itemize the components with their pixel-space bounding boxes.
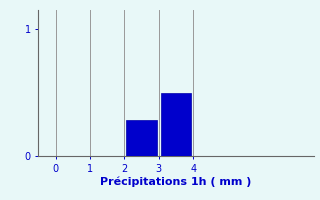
X-axis label: Précipitations 1h ( mm ): Précipitations 1h ( mm ) [100,176,252,187]
Bar [126,120,157,156]
Bar [161,93,191,156]
